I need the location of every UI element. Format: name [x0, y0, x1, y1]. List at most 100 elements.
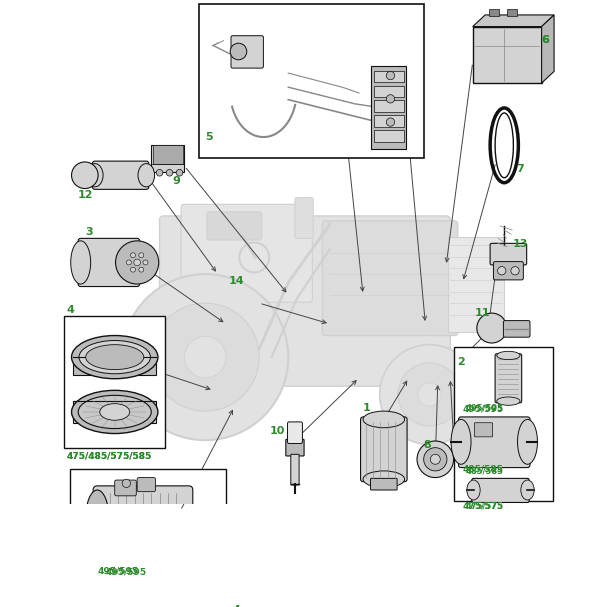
Text: 14: 14 — [228, 276, 244, 286]
Bar — [64, 316, 166, 449]
Ellipse shape — [451, 419, 471, 464]
FancyBboxPatch shape — [160, 216, 450, 386]
FancyBboxPatch shape — [322, 221, 458, 336]
Text: 8: 8 — [424, 441, 431, 450]
Text: 7: 7 — [516, 164, 524, 174]
Ellipse shape — [363, 411, 404, 428]
Ellipse shape — [71, 241, 91, 284]
Bar — [374, 86, 404, 97]
Circle shape — [511, 266, 519, 275]
Ellipse shape — [86, 164, 103, 187]
Text: 475/485/575/585: 475/485/575/585 — [66, 452, 152, 461]
FancyBboxPatch shape — [207, 212, 262, 240]
FancyBboxPatch shape — [290, 454, 299, 485]
Text: 495/595: 495/595 — [97, 566, 138, 575]
Text: 12: 12 — [78, 189, 94, 200]
Bar — [153, 145, 183, 164]
Text: 495/595: 495/595 — [463, 404, 504, 413]
FancyBboxPatch shape — [493, 262, 523, 280]
Ellipse shape — [71, 390, 158, 433]
Ellipse shape — [497, 397, 520, 405]
FancyBboxPatch shape — [472, 478, 529, 503]
Circle shape — [139, 253, 144, 258]
Text: 3: 3 — [85, 227, 93, 237]
Text: 475/575: 475/575 — [463, 501, 504, 510]
FancyBboxPatch shape — [474, 422, 493, 437]
FancyBboxPatch shape — [93, 486, 193, 551]
Text: 10: 10 — [270, 426, 286, 436]
Polygon shape — [473, 15, 554, 27]
Text: 6: 6 — [541, 35, 549, 45]
Ellipse shape — [71, 336, 158, 379]
Ellipse shape — [86, 345, 144, 370]
Text: 9: 9 — [172, 177, 180, 186]
Text: 475/575: 475/575 — [466, 501, 504, 510]
FancyBboxPatch shape — [361, 417, 407, 482]
Circle shape — [157, 169, 163, 176]
Bar — [507, 9, 516, 16]
Bar — [374, 131, 404, 142]
FancyBboxPatch shape — [504, 320, 530, 337]
Circle shape — [498, 266, 506, 275]
Bar — [70, 469, 226, 569]
FancyBboxPatch shape — [295, 198, 313, 239]
FancyBboxPatch shape — [287, 422, 303, 444]
Text: 495/595: 495/595 — [105, 568, 147, 577]
Circle shape — [143, 260, 148, 265]
FancyBboxPatch shape — [286, 439, 304, 456]
Circle shape — [151, 303, 259, 411]
FancyBboxPatch shape — [181, 205, 312, 302]
Bar — [374, 115, 404, 127]
Circle shape — [477, 313, 507, 343]
Ellipse shape — [363, 471, 404, 487]
Circle shape — [122, 274, 288, 440]
Circle shape — [166, 169, 173, 176]
Ellipse shape — [78, 395, 151, 429]
Circle shape — [176, 169, 183, 176]
FancyBboxPatch shape — [137, 478, 155, 492]
Bar — [73, 357, 157, 375]
Circle shape — [134, 259, 141, 266]
Circle shape — [126, 260, 132, 265]
Text: 1: 1 — [363, 403, 371, 413]
Bar — [151, 145, 185, 172]
FancyBboxPatch shape — [495, 354, 522, 403]
Ellipse shape — [424, 447, 447, 471]
Text: 495/595: 495/595 — [466, 403, 504, 412]
Ellipse shape — [467, 480, 480, 500]
Bar — [199, 4, 424, 158]
Circle shape — [386, 118, 395, 126]
Bar — [473, 27, 541, 83]
Ellipse shape — [116, 241, 159, 284]
Ellipse shape — [138, 164, 155, 187]
Circle shape — [139, 267, 144, 272]
FancyBboxPatch shape — [370, 478, 397, 490]
Circle shape — [379, 345, 479, 444]
Bar — [489, 9, 499, 16]
Ellipse shape — [521, 480, 534, 500]
Ellipse shape — [100, 404, 130, 420]
Bar — [374, 70, 404, 82]
FancyBboxPatch shape — [231, 36, 263, 68]
Text: 2: 2 — [457, 358, 465, 367]
Ellipse shape — [417, 441, 454, 478]
Text: 485/585: 485/585 — [466, 466, 504, 475]
Text: 475/485/575/585: 475/485/575/585 — [66, 452, 152, 461]
Circle shape — [230, 43, 247, 60]
Circle shape — [185, 336, 226, 378]
Ellipse shape — [79, 341, 150, 374]
Text: 5: 5 — [205, 132, 213, 141]
Bar — [454, 347, 553, 501]
Circle shape — [386, 72, 395, 80]
Bar — [448, 237, 504, 332]
Circle shape — [130, 267, 135, 272]
Circle shape — [386, 95, 395, 103]
Text: 6: 6 — [541, 35, 549, 45]
Text: 11: 11 — [475, 308, 491, 317]
Circle shape — [431, 454, 440, 464]
Text: 485/585: 485/585 — [463, 465, 504, 473]
Polygon shape — [541, 15, 554, 83]
FancyBboxPatch shape — [217, 512, 225, 524]
Bar — [73, 401, 157, 422]
FancyBboxPatch shape — [78, 239, 139, 287]
